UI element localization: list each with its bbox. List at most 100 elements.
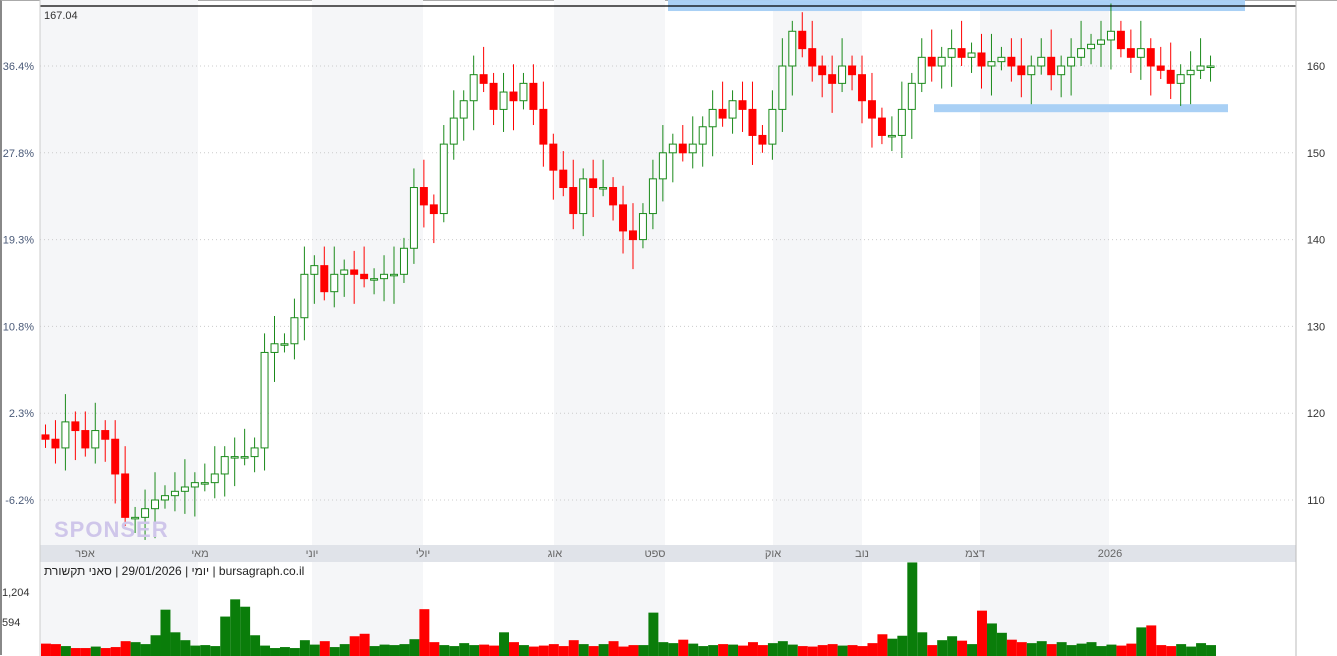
candle-body xyxy=(758,134,767,145)
candle-body xyxy=(330,273,339,293)
volume-bar xyxy=(200,645,211,656)
candle-body xyxy=(688,143,697,154)
volume-bar xyxy=(528,646,539,656)
candle-body xyxy=(788,30,797,67)
candle-body xyxy=(728,100,737,119)
volume-bar xyxy=(1046,644,1057,656)
shaded-month-band xyxy=(773,562,862,656)
volume-bar xyxy=(210,646,221,656)
volume-bar xyxy=(698,646,709,656)
volume-bar xyxy=(867,643,878,656)
candle-body xyxy=(320,265,329,293)
volume-bar xyxy=(250,635,261,656)
candle-body xyxy=(61,421,70,449)
candle-body xyxy=(310,265,319,275)
volume-bar xyxy=(747,642,758,656)
candle-body xyxy=(529,82,538,110)
month-label: מאי xyxy=(191,548,208,560)
candle-body xyxy=(848,65,857,76)
volume-bar xyxy=(967,644,978,656)
volume-bar xyxy=(1176,644,1187,656)
volume-bar xyxy=(110,647,121,656)
candle-body xyxy=(678,143,687,154)
volume-bar xyxy=(1186,646,1197,656)
candle-body xyxy=(1017,65,1026,76)
candle-body xyxy=(509,91,518,102)
candle-body xyxy=(230,456,239,459)
candle-body xyxy=(200,482,209,485)
volume-bar xyxy=(568,640,579,656)
volume-bar xyxy=(1096,646,1107,656)
volume-bar xyxy=(190,645,201,656)
chart-caption: יומי | 29/01/2026 | סאני תקשורת | bursag… xyxy=(44,564,304,578)
left-axis-tick: -6.2% xyxy=(5,495,34,507)
volume-bar xyxy=(678,639,689,656)
candle-body xyxy=(867,100,876,119)
candle-body xyxy=(658,152,667,180)
candle-body xyxy=(569,187,578,215)
candle-body xyxy=(1047,56,1056,76)
volume-bar xyxy=(100,648,111,656)
volume-bar xyxy=(986,623,997,656)
shaded-month-band xyxy=(980,0,1109,545)
volume-bar xyxy=(1106,644,1117,656)
candle-body xyxy=(439,143,448,215)
candle-body xyxy=(260,351,269,449)
volume-bar xyxy=(618,646,629,656)
month-label: יוני xyxy=(306,548,319,560)
candle-body xyxy=(370,278,379,281)
month-label: ספט xyxy=(645,548,666,560)
volume-bar xyxy=(349,636,360,656)
candle-body xyxy=(121,473,130,518)
candle-body xyxy=(708,108,717,128)
candle-body xyxy=(619,204,628,232)
candle-body xyxy=(1196,65,1205,71)
volume-bar xyxy=(538,645,549,656)
volume-bar xyxy=(957,640,968,656)
volume-bar xyxy=(509,642,519,656)
volume-bar xyxy=(827,644,838,656)
candle-body xyxy=(668,143,677,154)
candle-body xyxy=(1186,69,1195,76)
candle-body xyxy=(1166,69,1175,84)
volume-bar xyxy=(150,635,161,656)
volume-bar xyxy=(240,606,251,656)
volume-bar xyxy=(1066,645,1077,656)
volume-bar xyxy=(548,644,559,656)
candle-body xyxy=(101,430,110,440)
candle-body xyxy=(479,74,488,84)
volume-bar xyxy=(767,643,778,656)
volume-bar xyxy=(90,646,101,656)
candle-body xyxy=(977,52,986,67)
volume-bar xyxy=(1056,642,1067,656)
volume-bar xyxy=(688,643,699,656)
candle-body xyxy=(210,473,219,484)
candle-body xyxy=(51,438,60,449)
candle-body xyxy=(927,56,936,67)
volume-bar xyxy=(708,645,719,656)
volume-bar xyxy=(787,644,798,656)
left-axis-tick: 10.8% xyxy=(3,321,34,333)
month-label: דצמ xyxy=(965,548,985,560)
candle-body xyxy=(1057,65,1066,76)
candle-body xyxy=(957,48,966,58)
candle-body xyxy=(609,187,618,206)
volume-bar xyxy=(996,632,1007,656)
volume-bar xyxy=(140,644,151,656)
volume-bar xyxy=(1166,646,1177,656)
volume-bar xyxy=(757,645,768,656)
volume-bar xyxy=(220,616,231,656)
candle-body xyxy=(220,456,229,475)
candle-body xyxy=(1136,48,1145,58)
volume-bar xyxy=(1146,625,1157,656)
candle-body xyxy=(897,108,906,136)
volume-bar xyxy=(379,644,390,656)
volume-bar xyxy=(1156,645,1167,656)
candle-body xyxy=(648,178,657,215)
candle-body xyxy=(1007,56,1016,67)
volume-bar xyxy=(429,642,440,656)
candle-body xyxy=(748,108,757,136)
right-axis-tick: 160 xyxy=(1307,61,1325,73)
candle-body xyxy=(41,434,50,440)
